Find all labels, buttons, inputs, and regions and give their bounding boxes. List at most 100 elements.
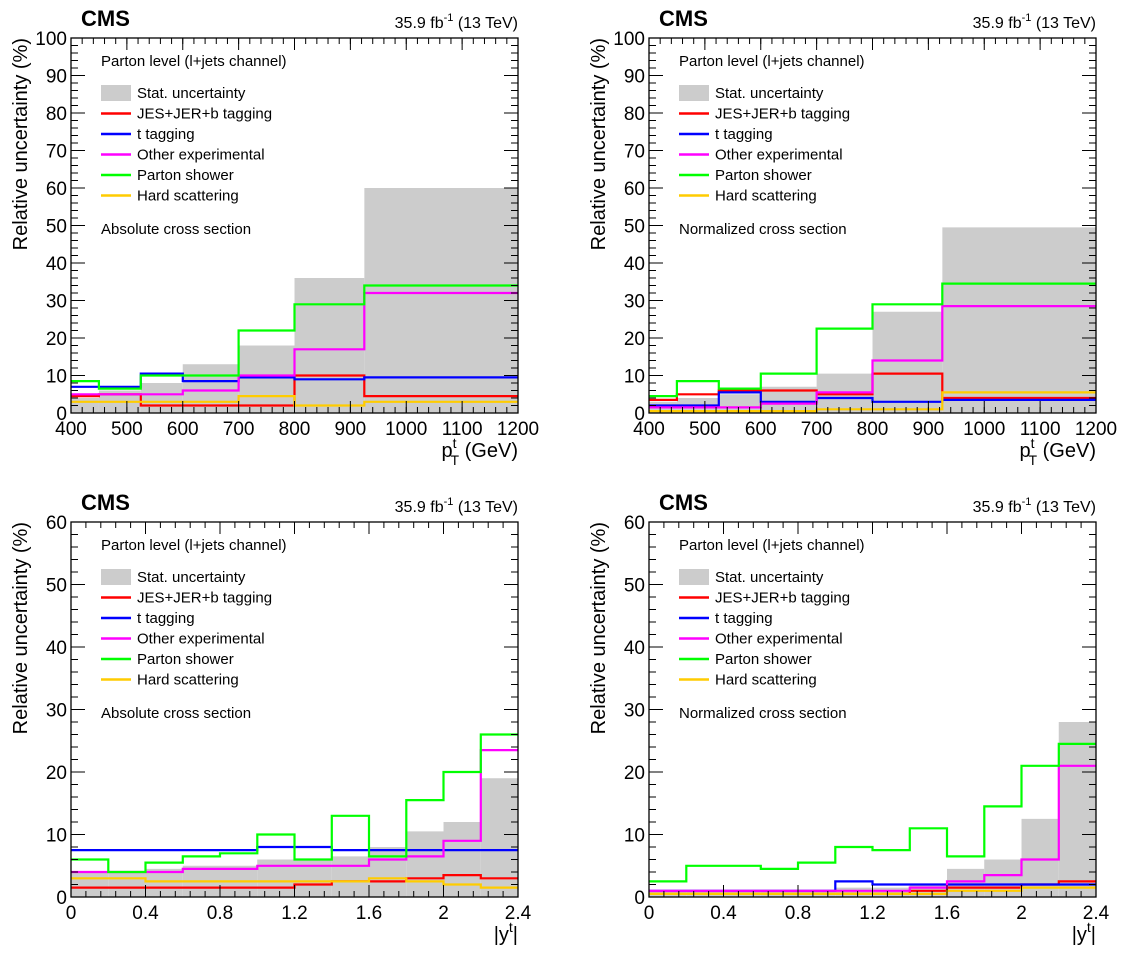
legend-label: Stat. uncertainty (715, 85, 824, 102)
x-tick-label: 500 (689, 419, 721, 440)
y-tick-label: 10 (624, 826, 645, 847)
x-axis-title-sub: T (451, 452, 460, 468)
x-tick-label: 500 (111, 419, 143, 440)
legend-label: Parton shower (715, 651, 812, 668)
lumi-exponent: -1 (444, 496, 454, 508)
y-tick-label: 40 (46, 638, 67, 659)
y-axis-title: Relative uncertainty (%) (588, 522, 610, 734)
x-tick-label: 1100 (1020, 419, 1061, 440)
lumi-energy: (13 TeV) (1031, 499, 1096, 516)
chart-panel-1: 0 10 20 30 40 50 60 70 80 90 100 400 500 600 700 800 900… (10, 6, 539, 468)
x-axis-title-main: p (442, 440, 453, 462)
y-tick-label: 80 (624, 104, 645, 125)
y-tick-label: 80 (46, 104, 67, 125)
legend-label: JES+JER+b tagging (715, 106, 850, 123)
series-line-other-experimental (649, 305, 1096, 409)
x-tick-label: 0.8 (785, 903, 811, 924)
legend-label: Hard scattering (715, 188, 817, 205)
y-tick-label: 20 (624, 763, 645, 784)
header-text: Parton level (l+jets channel) (679, 537, 865, 554)
x-tick-label: 1.6 (934, 903, 960, 924)
y-tick-label: 40 (624, 638, 645, 659)
y-tick-label: 70 (46, 142, 67, 163)
y-tick-label: 90 (624, 67, 645, 88)
cross-section-annotation: Absolute cross section (101, 705, 251, 722)
y-tick-label: 50 (624, 217, 645, 238)
y-tick-label: 30 (624, 292, 645, 313)
x-axis-title-main: p (1020, 440, 1031, 462)
x-axis-title-main: |y (1072, 924, 1087, 946)
header-text: Parton level (l+jets channel) (101, 537, 287, 554)
series-line-other-experimental (649, 764, 1096, 892)
x-tick-label: 600 (167, 419, 199, 440)
y-tick-label: 100 (35, 29, 67, 50)
cross-section-annotation: Normalized cross section (679, 221, 847, 238)
y-tick-label: 0 (56, 888, 67, 909)
series-line-parton-shower (649, 282, 1096, 398)
legend-label: Hard scattering (137, 188, 239, 205)
lumi-energy: (13 TeV) (1031, 15, 1096, 32)
legend-swatch-fill (679, 85, 709, 101)
legend-label: t tagging (137, 610, 195, 627)
chart-panel-4: 0 10 20 30 40 50 60 0 0.4 0.8 1.2 1.6 2 2.4 CMS 35.9 fb… (588, 490, 1110, 946)
y-tick-label: 20 (46, 763, 67, 784)
series-line-parton-shower (71, 733, 518, 874)
lumi-exponent: -1 (444, 12, 454, 24)
y-tick-label: 90 (46, 67, 67, 88)
stat-bar (140, 383, 183, 413)
y-tick-label: 40 (46, 254, 67, 275)
x-tick-label: 1.2 (859, 903, 885, 924)
series-line-other-experimental (71, 749, 518, 874)
lumi-value: 35.9 fb (395, 15, 444, 32)
legend-label: Stat. uncertainty (715, 569, 824, 586)
stat-bar (835, 887, 873, 897)
lumi-energy: (13 TeV) (453, 499, 518, 516)
y-tick-label: 10 (46, 367, 67, 388)
x-tick-label: 1.2 (281, 903, 307, 924)
x-tick-label: 0.8 (207, 903, 233, 924)
legend-label: t tagging (715, 126, 773, 143)
legend-swatch-fill (101, 569, 131, 585)
y-tick-label: 30 (624, 701, 645, 722)
y-tick-label: 60 (624, 179, 645, 200)
x-tick-label: 1000 (385, 419, 427, 440)
lumi-value: 35.9 fb (395, 499, 444, 516)
stat-bar (331, 856, 369, 897)
x-tick-label: 400 (55, 419, 87, 440)
x-tick-label: 800 (857, 419, 889, 440)
x-tick-label: 2.4 (505, 903, 532, 924)
series-line-other-experimental (71, 291, 518, 396)
cross-section-annotation: Absolute cross section (101, 221, 251, 238)
stat-bar (443, 822, 481, 897)
y-tick-label: 10 (46, 826, 67, 847)
stat-bar (406, 831, 444, 897)
stat-bar (872, 887, 910, 897)
lumi-exponent: -1 (1022, 496, 1032, 508)
y-tick-label: 50 (624, 576, 645, 597)
x-tick-label: 1000 (963, 419, 1005, 440)
legend-label: Other experimental (715, 147, 843, 164)
y-tick-label: 10 (624, 367, 645, 388)
luminosity-label: 35.9 fb-1 (13 TeV) (395, 496, 518, 516)
x-axis-title: pt T (GeV) (442, 435, 518, 468)
cms-label: CMS (659, 6, 708, 31)
y-tick-label: 100 (613, 29, 645, 50)
legend-label: Parton shower (137, 167, 234, 184)
series-line-hard-scattering (71, 877, 518, 889)
x-tick-label: 0.4 (132, 903, 159, 924)
x-tick-label: 2.4 (1083, 903, 1110, 924)
legend-label: JES+JER+b tagging (715, 590, 850, 607)
x-tick-label: 0 (644, 903, 655, 924)
cms-label: CMS (659, 490, 708, 515)
x-tick-label: 2 (1016, 903, 1027, 924)
legend-label: Other experimental (137, 147, 265, 164)
x-axis-title: pt T (GeV) (1020, 435, 1096, 468)
legend-label: Parton shower (137, 651, 234, 668)
chart-panel-3: 0 10 20 30 40 50 60 0 0.4 0.8 1.2 1.6 2 2.4 CMS 35.9 fb… (10, 490, 532, 946)
x-axis-title: |yt| (494, 919, 518, 946)
x-tick-label: 800 (279, 419, 311, 440)
cross-section-annotation: Normalized cross section (679, 705, 847, 722)
x-axis-title-main: |y (494, 924, 509, 946)
y-axis-title: Relative uncertainty (%) (10, 522, 32, 734)
legend-label: t tagging (137, 126, 195, 143)
